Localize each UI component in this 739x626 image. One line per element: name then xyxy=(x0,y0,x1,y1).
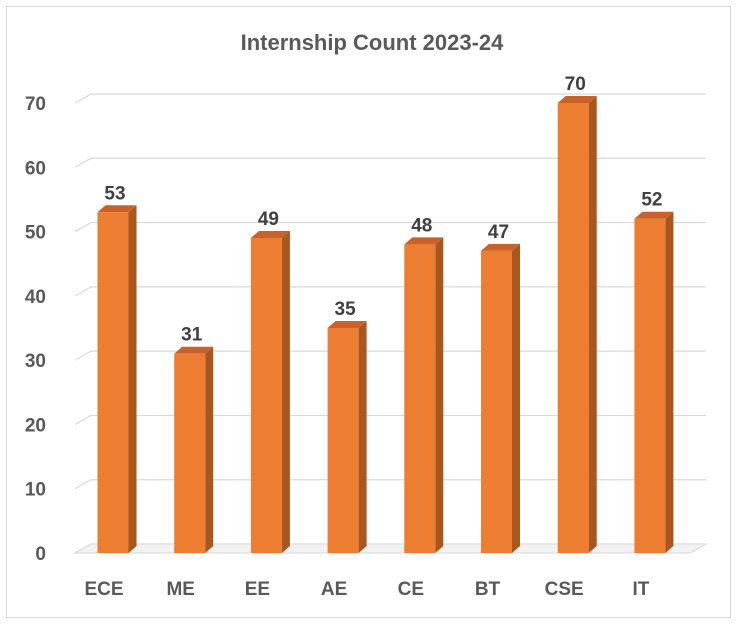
bar-top xyxy=(557,96,597,103)
bars xyxy=(97,96,674,554)
bar-side xyxy=(588,96,597,553)
chart-title: Internship Count 2023-24 xyxy=(241,30,505,55)
chart-floor xyxy=(73,543,708,554)
bar-top xyxy=(481,243,520,251)
gridline xyxy=(74,286,706,297)
bar-side xyxy=(281,231,290,553)
bar-top xyxy=(250,231,290,238)
x-tick-label: IT xyxy=(632,579,649,600)
bar xyxy=(327,328,359,553)
bar-side xyxy=(435,237,444,553)
data-label: 31 xyxy=(181,325,203,346)
y-tick-label: 60 xyxy=(25,158,46,179)
bar-side xyxy=(128,205,137,554)
bar xyxy=(404,244,436,553)
y-axis: 0 10 20 30 40 50 60 70 xyxy=(25,94,46,565)
bar-ae xyxy=(327,321,367,553)
x-tick-label: CSE xyxy=(545,579,584,600)
bar xyxy=(634,218,666,553)
bar-side xyxy=(665,211,674,553)
bar-cse xyxy=(557,96,597,553)
x-tick-label: ME xyxy=(166,579,195,600)
bar xyxy=(97,212,129,554)
bar-top xyxy=(327,321,367,328)
x-axis: ECE ME EE AE CE BT CSE IT xyxy=(84,579,649,600)
data-label: 49 xyxy=(258,209,279,230)
y-tick-label: 10 xyxy=(25,480,46,501)
bar-bt xyxy=(481,243,520,553)
gridline xyxy=(74,414,706,425)
data-label: 35 xyxy=(335,299,357,320)
bar xyxy=(481,250,512,553)
bar-ce xyxy=(404,237,444,553)
bar-side xyxy=(358,321,367,553)
floor-plane xyxy=(73,543,708,554)
bar-top xyxy=(404,237,444,245)
bar xyxy=(174,353,206,553)
data-label: 70 xyxy=(565,74,586,95)
bar-me xyxy=(174,346,214,553)
gridlines xyxy=(74,93,706,554)
gridline xyxy=(74,157,706,168)
bar-side xyxy=(512,243,520,553)
y-tick-label: 40 xyxy=(25,287,46,308)
bar xyxy=(250,238,282,553)
gridline xyxy=(74,350,706,361)
data-label: 52 xyxy=(641,190,662,211)
x-tick-label: ECE xyxy=(84,579,123,600)
gridline xyxy=(74,93,706,104)
y-tick-label: 70 xyxy=(25,94,46,115)
x-tick-label: BT xyxy=(475,579,501,600)
y-tick-label: 50 xyxy=(25,223,46,244)
y-tick-label: 20 xyxy=(25,415,46,436)
bar-ee xyxy=(250,231,290,553)
gridline xyxy=(74,479,706,490)
bar-top xyxy=(97,205,137,213)
data-label: 48 xyxy=(411,215,432,236)
bar xyxy=(557,103,589,553)
x-tick-label: CE xyxy=(398,579,424,600)
y-tick-label: 0 xyxy=(35,544,46,565)
bar-side xyxy=(205,346,214,553)
data-label: 53 xyxy=(104,183,125,204)
y-tick-label: 30 xyxy=(25,351,46,372)
data-label: 47 xyxy=(488,222,509,243)
x-tick-label: EE xyxy=(245,579,270,600)
bar-top xyxy=(634,211,674,219)
bar-top xyxy=(174,346,214,354)
data-labels: 53 31 49 35 48 47 70 52 xyxy=(104,74,662,346)
x-tick-label: AE xyxy=(321,579,347,600)
bar-it xyxy=(634,211,674,553)
bar-ece xyxy=(97,205,137,554)
gridline xyxy=(74,221,706,233)
